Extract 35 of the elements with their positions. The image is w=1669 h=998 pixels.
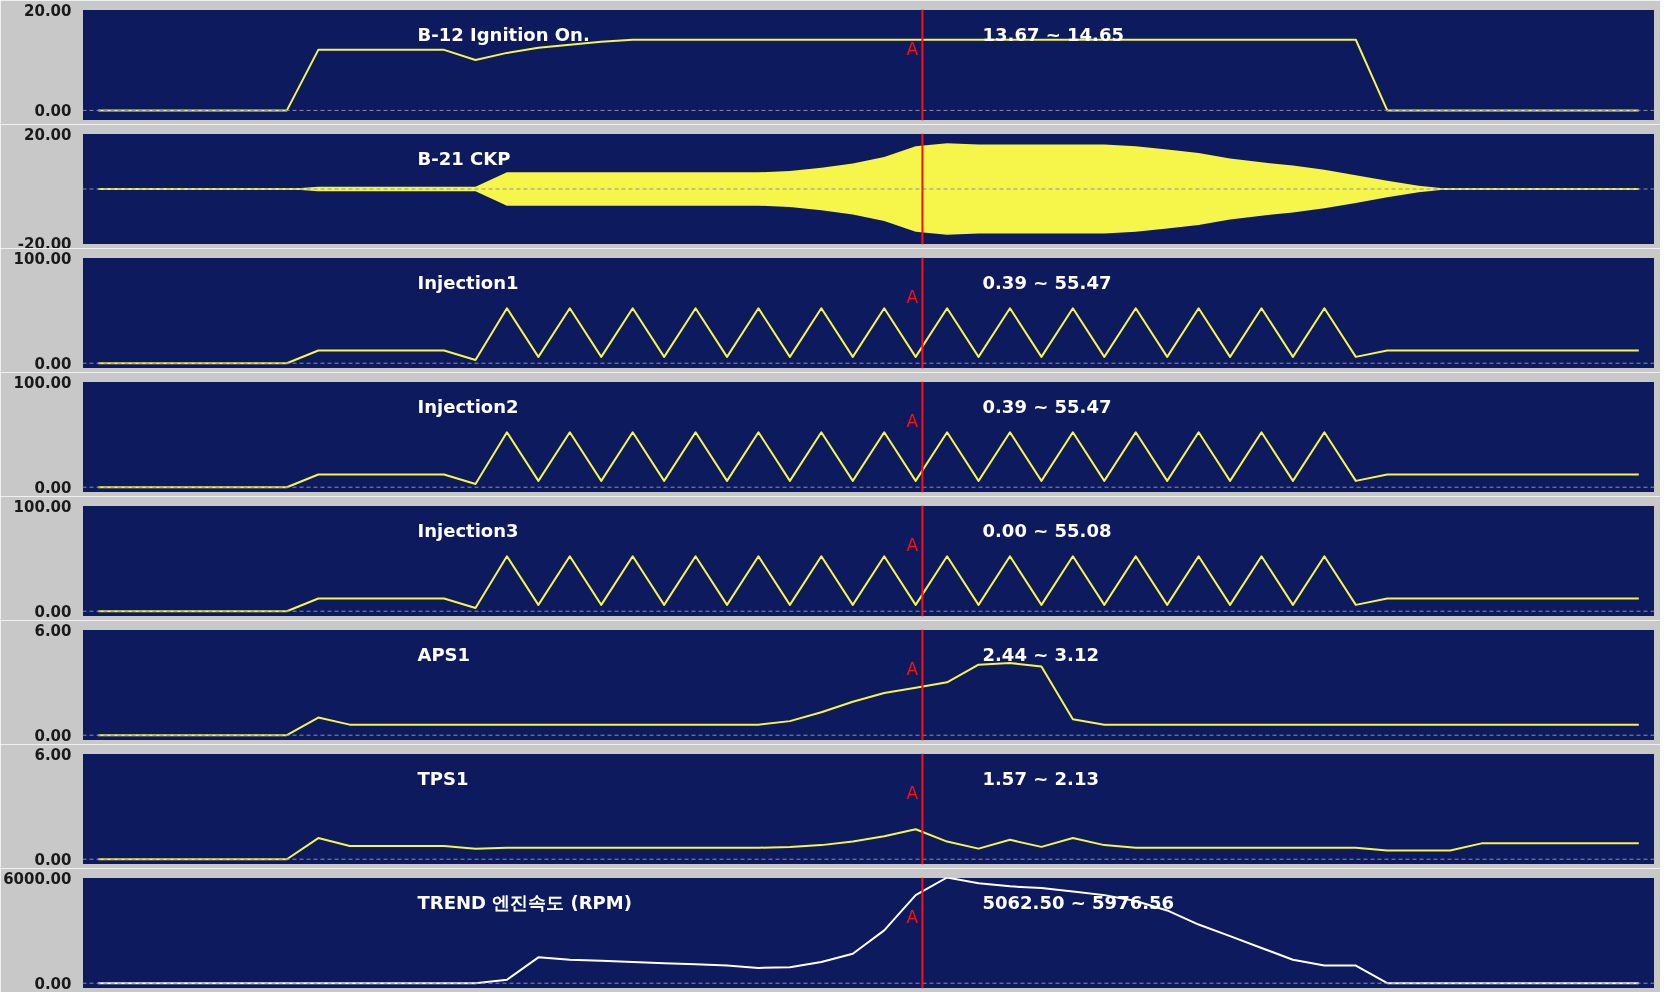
y-tick-label: 100.00 xyxy=(13,497,72,516)
y-tick-label: 100.00 xyxy=(13,373,72,392)
y-tick-label: 0.00 xyxy=(34,479,72,498)
text: B-21 CKP xyxy=(417,147,511,169)
y-tick-label: 6.00 xyxy=(34,621,72,640)
y-tick-label: 6.00 xyxy=(34,745,72,764)
y-tick-label: 0.00 xyxy=(34,603,72,622)
annotation: A xyxy=(906,411,919,432)
y-tick-label: 0.00 xyxy=(34,355,72,374)
annotation: A xyxy=(906,535,919,556)
annotation: 13.67 ~ 14.65 xyxy=(982,23,1124,45)
text: Injection2 xyxy=(417,395,519,417)
text: Injection3 xyxy=(417,519,519,541)
annotation: 0.00 ~ 55.08 xyxy=(982,519,1112,541)
y-tick-label: 0.00 xyxy=(34,102,72,121)
annotation: 2.44 ~ 3.12 xyxy=(982,643,1099,665)
annotation: A xyxy=(906,783,919,804)
y-tick-label: 20.00 xyxy=(24,1,72,20)
annotation: A xyxy=(906,39,919,60)
annotation: A xyxy=(906,659,919,680)
y-tick-label: 0.00 xyxy=(34,851,72,870)
text: Injection1 xyxy=(417,271,519,293)
text: TPS1 xyxy=(417,767,469,789)
annotation: 0.39 ~ 55.47 xyxy=(982,271,1112,293)
y-tick-label: 20.00 xyxy=(24,125,72,144)
text: APS1 xyxy=(417,643,471,665)
annotation: A xyxy=(906,907,919,928)
annotation: A xyxy=(906,287,919,308)
y-tick-label: 6000.00 xyxy=(3,869,72,888)
text: B-12 Ignition On. xyxy=(417,23,590,45)
y-tick-label: 0.00 xyxy=(34,727,72,746)
y-tick-label: 0.00 xyxy=(34,975,72,994)
text: TREND 엔진속도 (RPM) xyxy=(417,891,632,913)
annotation: 0.39 ~ 55.47 xyxy=(982,395,1112,417)
annotation: 1.57 ~ 2.13 xyxy=(982,767,1099,789)
